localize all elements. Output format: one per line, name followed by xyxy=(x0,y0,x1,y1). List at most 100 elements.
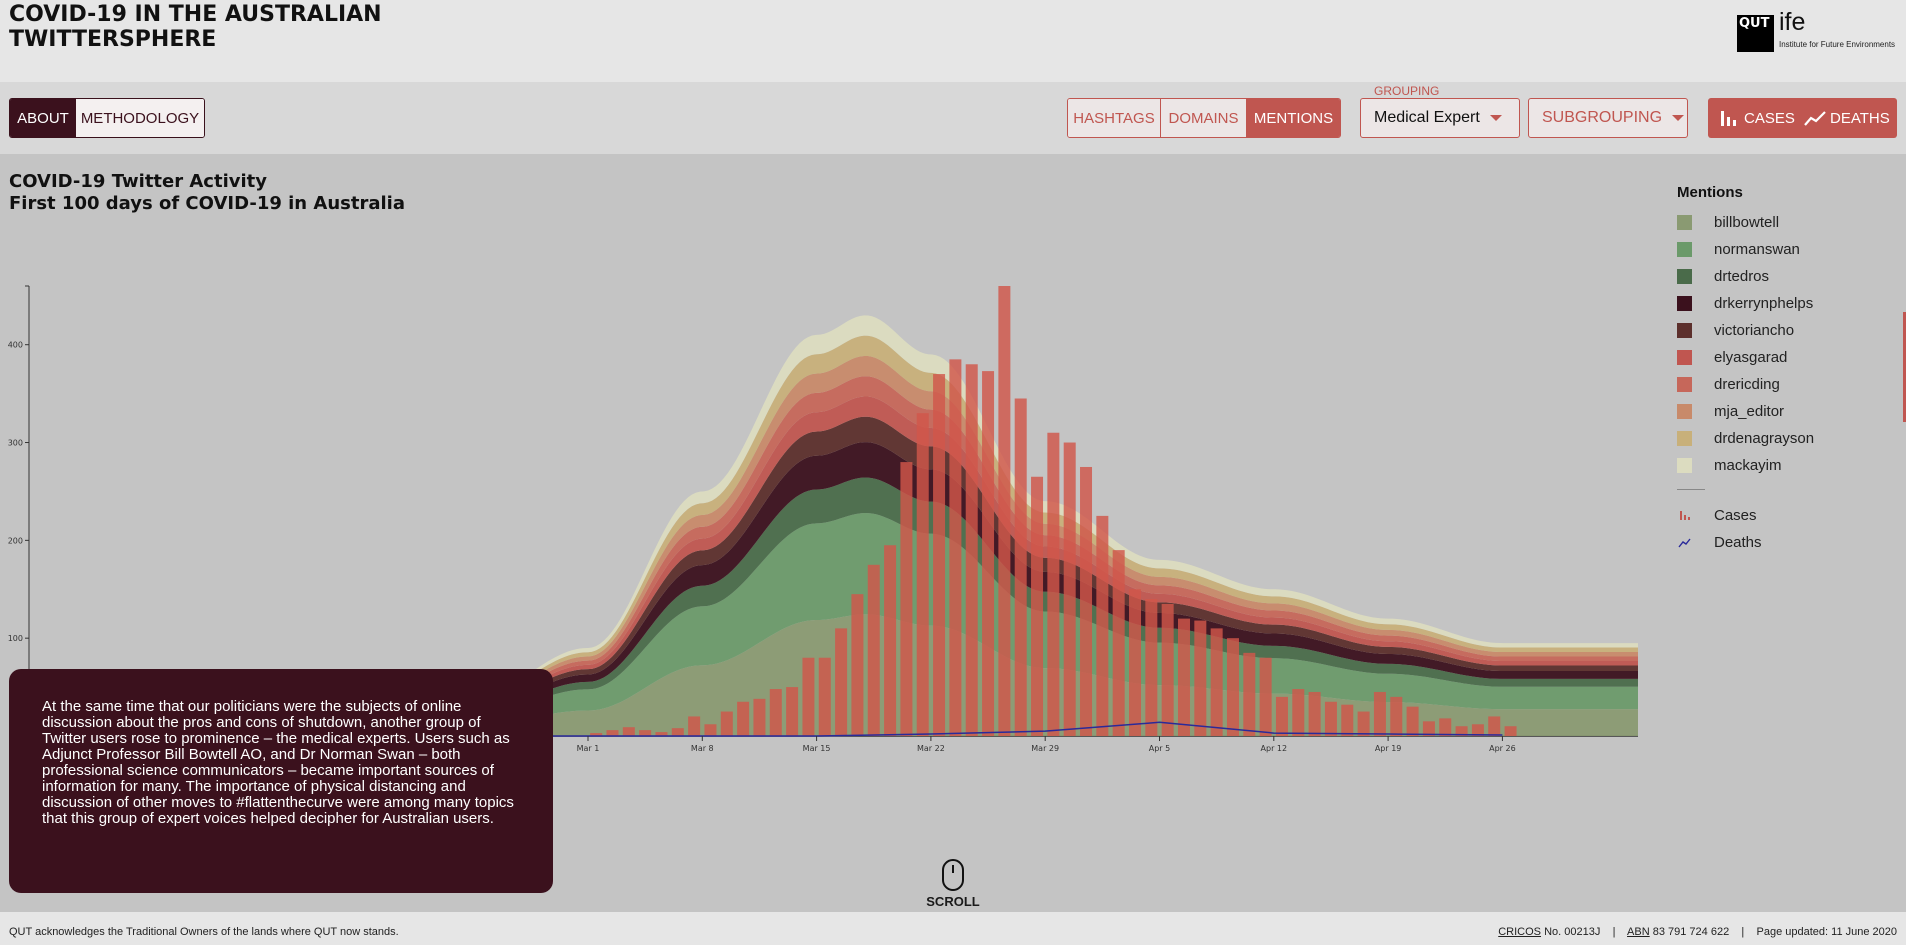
acknowledgement-text: QUT acknowledges the Traditional Owners … xyxy=(9,926,399,938)
x-tick-label: Apr 19 xyxy=(1375,744,1402,753)
chevron-down-icon xyxy=(1672,115,1685,121)
page-updated: Page updated: 11 June 2020 xyxy=(1756,926,1897,938)
legend-title: Mentions xyxy=(1677,184,1743,201)
header: COVID-19 IN THE AUSTRALIAN TWITTERSPHERE… xyxy=(0,0,1906,82)
legend-swatch xyxy=(1677,215,1692,230)
deaths-button[interactable]: DEATHS xyxy=(1800,98,1890,138)
case-bar xyxy=(851,594,864,736)
case-bar xyxy=(1112,550,1125,736)
case-bar xyxy=(1341,704,1354,736)
legend-label: victoriancho xyxy=(1714,322,1795,339)
ife-logo-subtitle: Institute for Future Environments xyxy=(1779,40,1896,49)
cricos-number: No. 00213J xyxy=(1544,926,1601,938)
ife-logo: ife xyxy=(1779,8,1806,36)
legend-label: drericding xyxy=(1714,376,1780,393)
bar-chart-icon xyxy=(1721,111,1736,126)
case-bar xyxy=(1226,638,1239,736)
grouping-dropdown[interactable]: Medical Expert xyxy=(1360,98,1520,138)
x-tick-label: Mar 29 xyxy=(1031,744,1059,753)
legend-label: elyasgarad xyxy=(1714,349,1788,366)
y-tick-label: 100 xyxy=(8,634,23,643)
grouping-value: Medical Expert xyxy=(1374,109,1480,126)
case-bar xyxy=(1455,726,1468,736)
grouping-label: GROUPING xyxy=(1374,84,1440,98)
case-bar xyxy=(671,728,684,736)
story-panel: At the same time that our politicians we… xyxy=(9,669,553,893)
case-bar xyxy=(769,689,782,736)
case-bar xyxy=(1504,726,1517,736)
legend-item-drkerrynphelps[interactable]: drkerrynphelps xyxy=(1677,290,1897,317)
case-bar xyxy=(965,364,978,736)
scroll-label: SCROLL xyxy=(926,894,980,909)
tab-mentions[interactable]: MENTIONS xyxy=(1247,99,1340,137)
legend-swatch xyxy=(1677,323,1692,338)
case-bar xyxy=(1177,618,1190,736)
case-bar xyxy=(867,564,880,736)
stream-mja_editor xyxy=(440,355,1638,720)
case-bar xyxy=(818,657,831,736)
legend-label: drdenagrayson xyxy=(1714,430,1815,447)
site-title-line1: COVID-19 IN THE AUSTRALIAN xyxy=(9,2,382,27)
methodology-button[interactable]: METHODOLOGY xyxy=(76,99,204,137)
case-bar xyxy=(704,724,717,736)
case-bar xyxy=(1129,589,1142,736)
case-bar xyxy=(1308,691,1321,736)
case-bar xyxy=(655,732,668,736)
cases-label: CASES xyxy=(1744,109,1795,127)
legend-item-deaths[interactable]: Deaths xyxy=(1677,529,1897,556)
subgrouping-value: SUBGROUPING xyxy=(1542,109,1663,126)
case-bar xyxy=(1259,657,1272,736)
case-bar xyxy=(884,545,897,736)
legend-item-mja_editor[interactable]: mja_editor xyxy=(1677,398,1897,425)
case-bar xyxy=(1063,442,1076,736)
abn-link[interactable]: ABN xyxy=(1627,926,1650,938)
chart-subtitle: First 100 days of COVID-19 in Australia xyxy=(9,193,405,214)
case-bar xyxy=(933,374,946,736)
x-tick-label: Apr 5 xyxy=(1149,744,1170,753)
legend-item-drericding[interactable]: drericding xyxy=(1677,371,1897,398)
cases-button[interactable]: CASES xyxy=(1708,98,1800,138)
case-bar xyxy=(1324,701,1337,736)
scroll-indicator[interactable]: SCROLL xyxy=(925,859,981,909)
legend-swatch xyxy=(1677,269,1692,284)
info-toggle: ABOUT METHODOLOGY xyxy=(9,98,205,138)
x-tick-label: Apr 26 xyxy=(1489,744,1516,753)
site-title[interactable]: COVID-19 IN THE AUSTRALIAN TWITTERSPHERE xyxy=(9,2,382,52)
case-bar xyxy=(1161,603,1174,736)
chevron-down-icon xyxy=(1489,115,1502,121)
legend-swatch xyxy=(1677,296,1692,311)
about-button[interactable]: ABOUT xyxy=(10,99,76,137)
stream-elyasgarad xyxy=(440,396,1638,722)
tab-hashtags[interactable]: HASHTAGS xyxy=(1068,99,1161,137)
legend-item-cases[interactable]: Cases xyxy=(1677,502,1897,529)
case-bar xyxy=(916,413,929,736)
case-bar xyxy=(1357,711,1370,736)
site-title-line2: TWITTERSPHERE xyxy=(9,27,217,52)
case-bar xyxy=(688,716,701,736)
case-bar xyxy=(786,687,799,736)
legend-item-elyasgarad[interactable]: elyasgarad xyxy=(1677,344,1897,371)
subgrouping-dropdown[interactable]: SUBGROUPING xyxy=(1528,98,1688,138)
line-chart-icon xyxy=(1804,111,1826,126)
chart-title: COVID-19 Twitter Activity xyxy=(9,171,267,192)
side-tab[interactable] xyxy=(1903,312,1906,422)
abn-number: 83 791 724 622 xyxy=(1652,926,1730,938)
legend-item-billbowtell[interactable]: billbowtell xyxy=(1677,209,1897,236)
legend-item-victoriancho[interactable]: victoriancho xyxy=(1677,317,1897,344)
case-bar xyxy=(1014,398,1027,736)
x-tick-label: Apr 12 xyxy=(1261,744,1288,753)
case-bar xyxy=(1210,628,1223,736)
deaths-line xyxy=(450,721,1503,737)
legend-item-drtedros[interactable]: drtedros xyxy=(1677,263,1897,290)
case-bar xyxy=(1243,652,1256,736)
legend-item-drdenagrayson[interactable]: drdenagrayson xyxy=(1677,425,1897,452)
y-tick-label: 300 xyxy=(8,439,23,448)
cricos-link[interactable]: CRICOS xyxy=(1498,926,1542,938)
tab-domains[interactable]: DOMAINS xyxy=(1161,99,1247,137)
overlay-toggle: CASES DEATHS xyxy=(1708,98,1897,138)
legend-item-mackayim[interactable]: mackayim xyxy=(1677,452,1897,479)
legend-item-normanswan[interactable]: normanswan xyxy=(1677,236,1897,263)
x-tick-label: Mar 8 xyxy=(691,744,714,753)
case-bar xyxy=(1439,718,1452,736)
